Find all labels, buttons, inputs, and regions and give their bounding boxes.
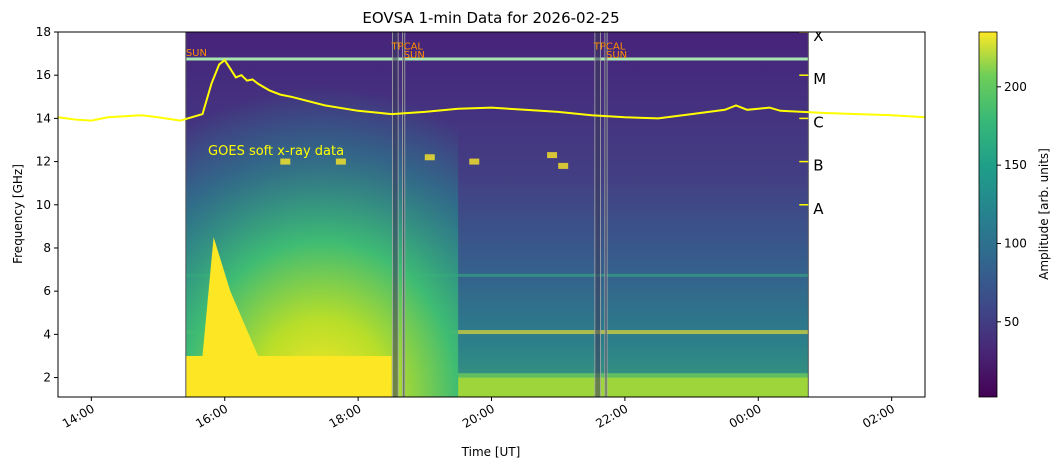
scan-label: TPCAL: [390, 41, 423, 52]
goes-class-label: A: [813, 200, 824, 218]
y-tick-label: 12: [36, 155, 51, 169]
x-tick-label: 20:00: [460, 401, 497, 430]
y-tick-label: 8: [43, 241, 51, 255]
spectrogram-heatmap: [185, 32, 809, 397]
heatmap-rfi-spot: [547, 152, 558, 159]
y-tick-label: 18: [36, 25, 51, 39]
goes-class-scale: A B C M X: [799, 27, 826, 218]
y-tick-label: 16: [36, 68, 51, 82]
y-axis-label: Frequency [GHz]: [11, 164, 25, 264]
colorbar-tick-label: 50: [1004, 315, 1019, 329]
x-tick-label: 22:00: [593, 401, 630, 430]
y-tick-label: 6: [43, 284, 51, 298]
heatmap-sun-track: [185, 57, 809, 61]
y-tick-label: 10: [36, 198, 51, 212]
heatmap-rfi-spot: [280, 158, 291, 165]
goes-class-label: X: [813, 27, 823, 45]
x-tick-label: 16:00: [193, 401, 230, 430]
scan-label: SUN: [404, 50, 425, 61]
heatmap-rfi-spot: [424, 154, 435, 161]
x-tick-label: 18:00: [327, 401, 364, 430]
x-axis-label: Time [UT]: [461, 445, 521, 459]
colorbar-gradient: [978, 31, 998, 398]
heatmap-flare-spike: [202, 237, 259, 356]
goes-data-label: GOES soft x-ray data: [208, 144, 344, 159]
heatmap-flare-core: [185, 355, 392, 397]
x-tick-label: 00:00: [727, 401, 764, 430]
y-tick-label: 2: [43, 371, 51, 385]
scan-marker: [392, 32, 399, 397]
x-axis: 14:00 16:00 18:00 20:00 22:00 00:00 02:00: [60, 397, 897, 431]
goes-class-label: C: [813, 113, 823, 131]
heatmap-rfi-spot: [558, 162, 569, 169]
chart-title: EOVSA 1-min Data for 2026-02-25: [362, 9, 619, 27]
heatmap-rfi-spot: [335, 158, 346, 165]
heatmap-band: [185, 273, 809, 277]
colorbar-ticks: 50 100 150 200: [997, 80, 1027, 329]
heatmap-rfi-spot: [469, 158, 480, 165]
scan-marker: [402, 32, 405, 397]
colorbar-tick-label: 150: [1004, 158, 1027, 172]
x-tick-label: 14:00: [60, 401, 97, 430]
y-tick-label: 14: [36, 111, 51, 125]
colorbar-tick-label: 100: [1004, 236, 1027, 250]
colorbar: 50 100 150 200 Amplitude [arb. units]: [978, 31, 1051, 398]
scan-label: TPCAL: [593, 41, 626, 52]
x-tick-label: 02:00: [860, 401, 897, 430]
goes-class-label: M: [813, 70, 826, 88]
scan-label: SUN: [186, 48, 207, 59]
scan-label: SUN: [606, 50, 627, 61]
scan-marker: [594, 32, 601, 397]
y-tick-label: 4: [43, 327, 51, 341]
colorbar-label: Amplitude [arb. units]: [1037, 148, 1051, 280]
y-axis: 2 4 6 8 10 12 14 16 18: [36, 25, 58, 385]
scan-marker: [604, 32, 608, 397]
heatmap-band: [185, 330, 809, 335]
colorbar-tick-label: 200: [1004, 80, 1027, 94]
goes-xray-line: [58, 58, 925, 122]
goes-class-label: B: [813, 157, 823, 175]
scan-markers: [392, 32, 608, 397]
